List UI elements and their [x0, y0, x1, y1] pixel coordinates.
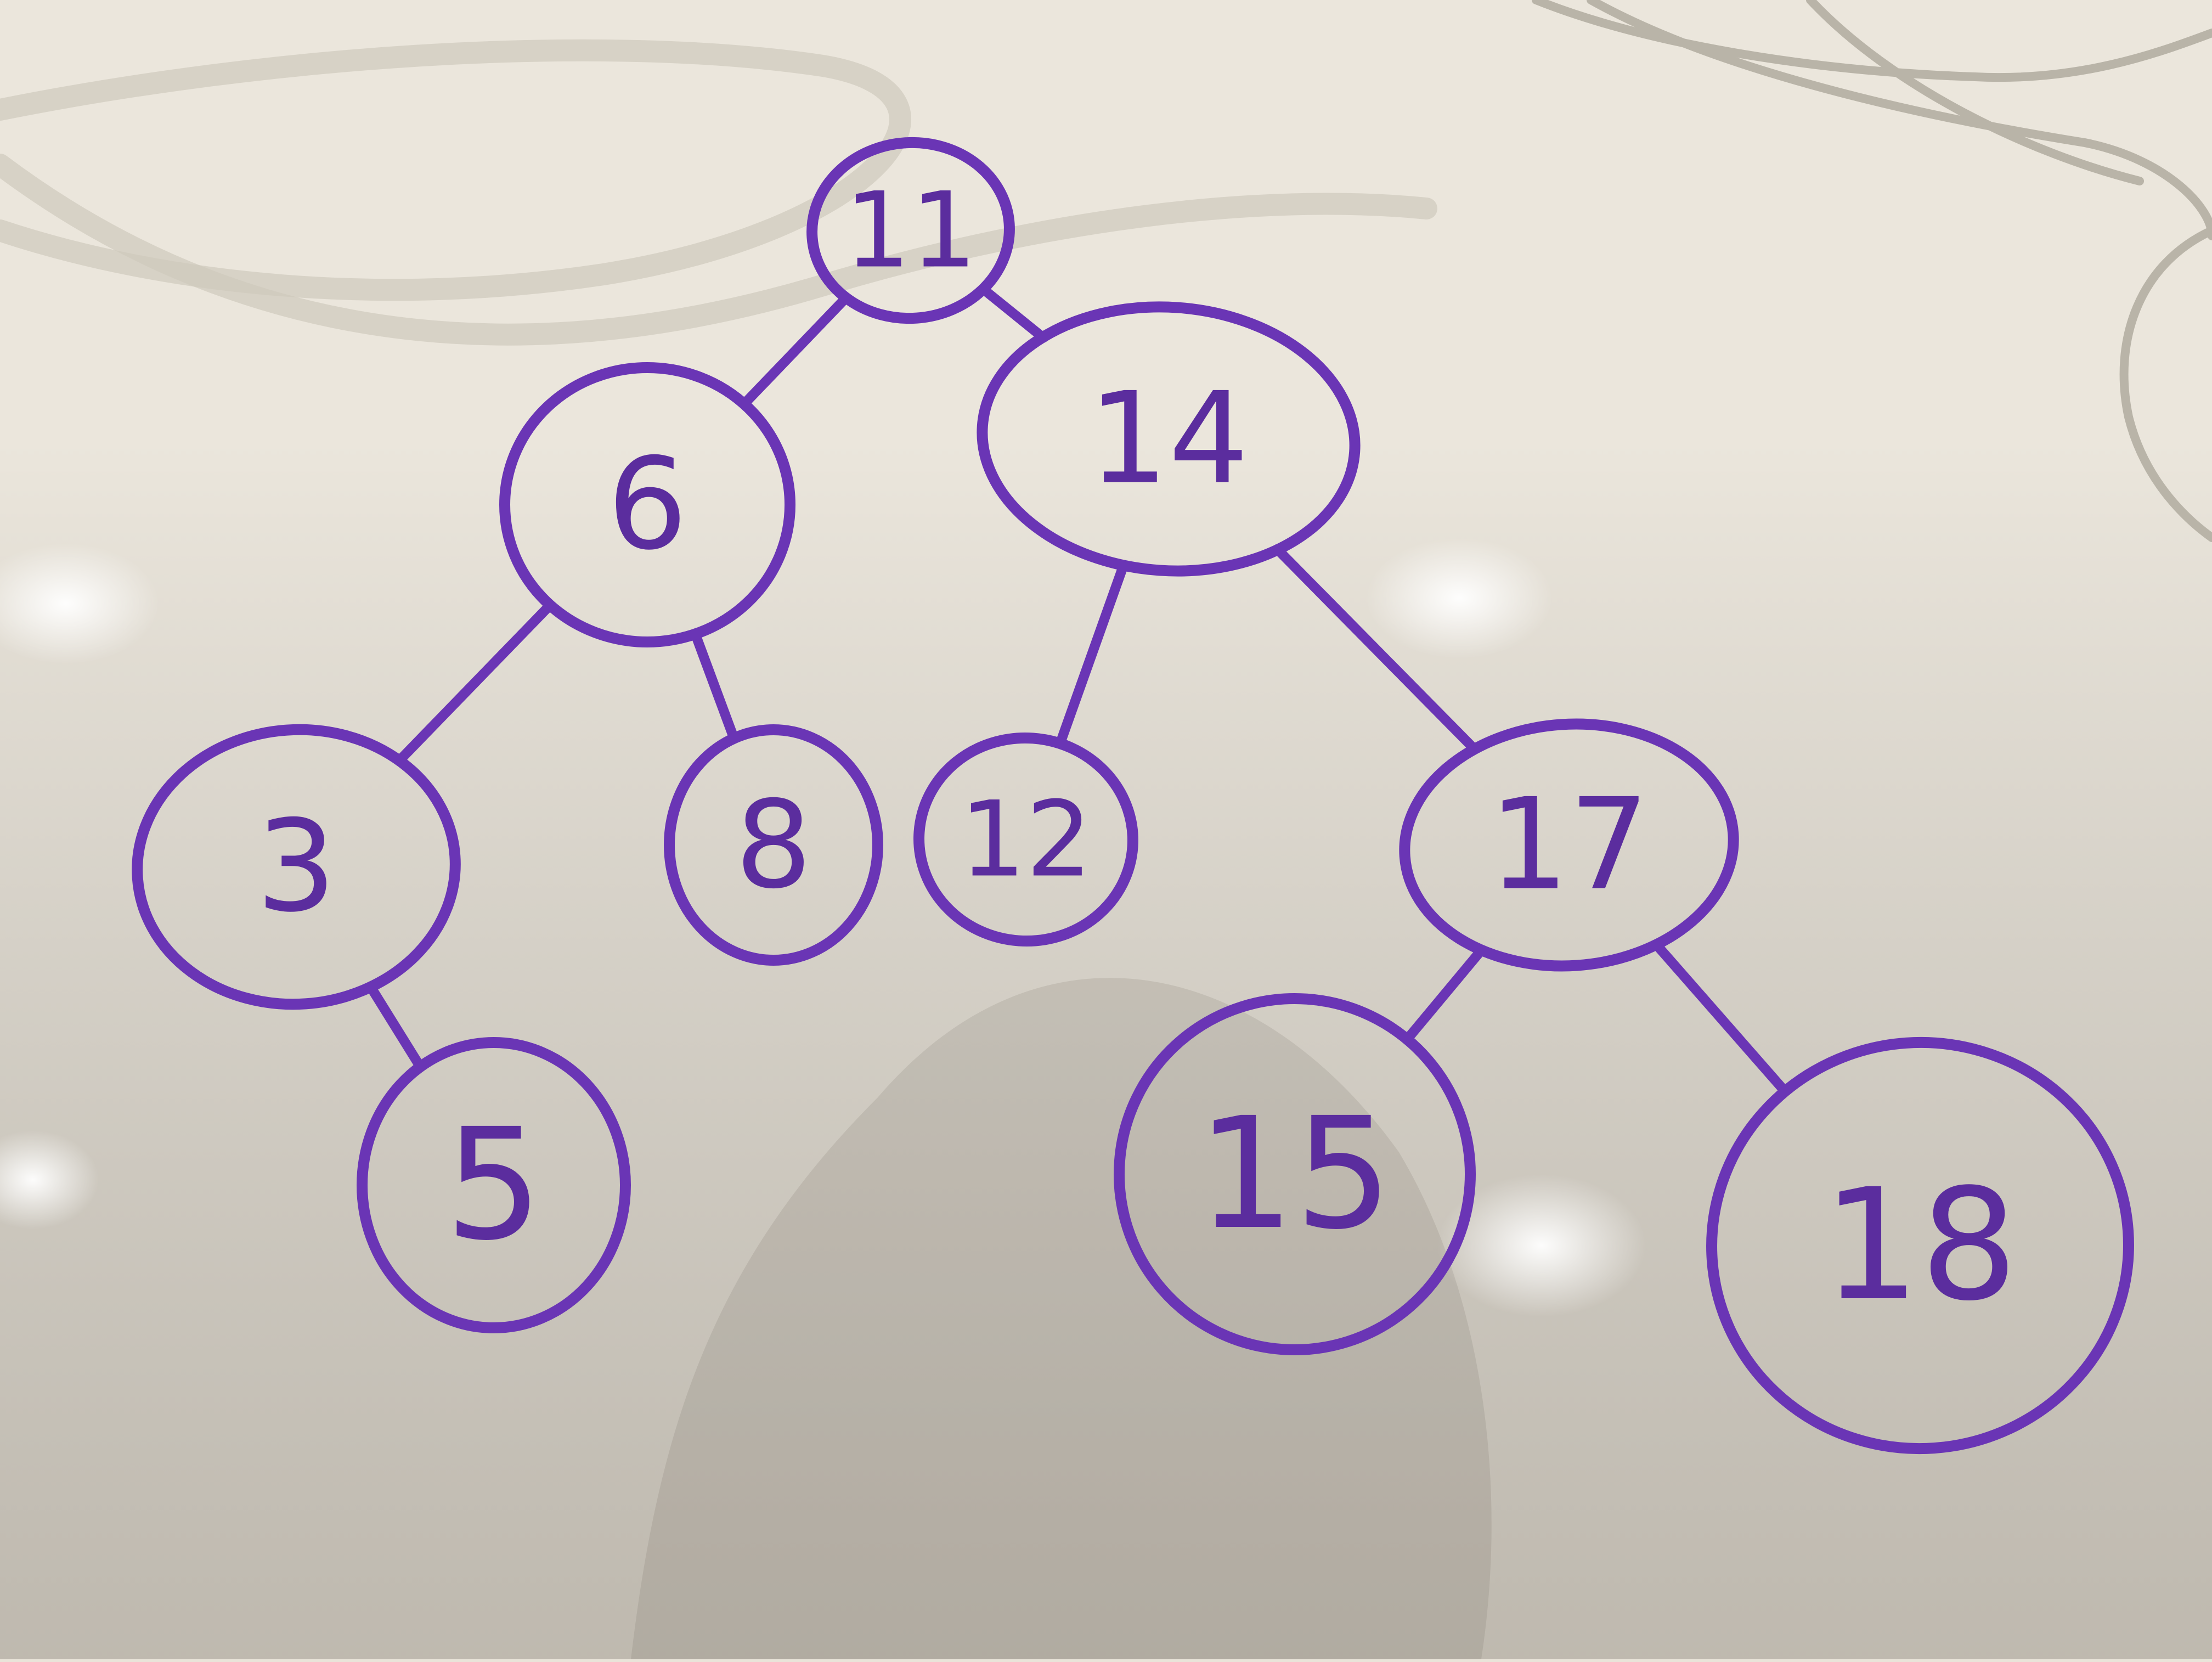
node-label: 15: [1197, 1085, 1392, 1264]
node-circle: [1114, 993, 1476, 1355]
node-label: 18: [1822, 1156, 2018, 1335]
tree-node-6: 6: [499, 362, 795, 647]
node-circle: [499, 362, 795, 647]
node-label: 14: [1088, 366, 1249, 512]
tree-node-14: 14: [977, 301, 1361, 577]
node-circle: [1706, 1036, 2134, 1455]
edge-n11-n14: [980, 285, 1048, 343]
tree-node-8: 8: [664, 724, 883, 966]
tree-node-5: 5: [357, 1037, 631, 1333]
tree-node-17: 17: [1399, 718, 1739, 972]
node-circle: [357, 1037, 631, 1333]
tree-node-15: 15: [1114, 993, 1476, 1355]
node-circle: [913, 732, 1138, 947]
edge-n11-n6: [741, 294, 850, 407]
node-circle: [132, 724, 461, 1010]
cable-reflection: [0, 154, 1437, 346]
board-shadow: [0, 439, 2212, 1659]
node-label: 8: [735, 775, 812, 915]
cable: [2119, 226, 2212, 542]
cable: [1806, 0, 2144, 185]
tree-node-12: 12: [913, 732, 1138, 947]
tree-node-3: 3: [132, 724, 461, 1010]
edge-n17-n18: [1655, 943, 1787, 1093]
tree-node-18: 18: [1706, 1036, 2134, 1455]
cable: [1532, 0, 2212, 82]
cable: [1587, 0, 2212, 240]
edge-n14-n12: [1056, 564, 1127, 747]
edge-n6-n8: [691, 632, 738, 741]
tree-node-11: 11: [806, 137, 1015, 324]
node-circle: [806, 137, 1015, 324]
glare-left: [0, 543, 159, 664]
edge-n17-n15: [1404, 945, 1487, 1042]
node-label: 12: [960, 779, 1092, 900]
node-circle: [664, 724, 883, 966]
edge-n14-n17: [1272, 544, 1476, 751]
edges-layer: [368, 285, 1787, 1093]
edge-n3-n5: [368, 985, 424, 1069]
node-label: 6: [607, 432, 687, 578]
glare-right: [1366, 538, 1553, 658]
node-label: 17: [1489, 772, 1650, 919]
edge-n6-n3: [395, 602, 554, 765]
hand-shadow: [631, 978, 1492, 1659]
node-label: 5: [445, 1096, 543, 1275]
node-label: 11: [844, 170, 977, 291]
nodes-layer: 11 6 14 3 8 12 17 5 15 18: [132, 137, 2134, 1455]
glare-bottom: [1437, 1174, 1646, 1317]
glare-low-left: [0, 1130, 99, 1229]
node-label: 3: [256, 794, 336, 940]
node-circle: [1399, 718, 1739, 972]
node-circle: [977, 301, 1361, 577]
